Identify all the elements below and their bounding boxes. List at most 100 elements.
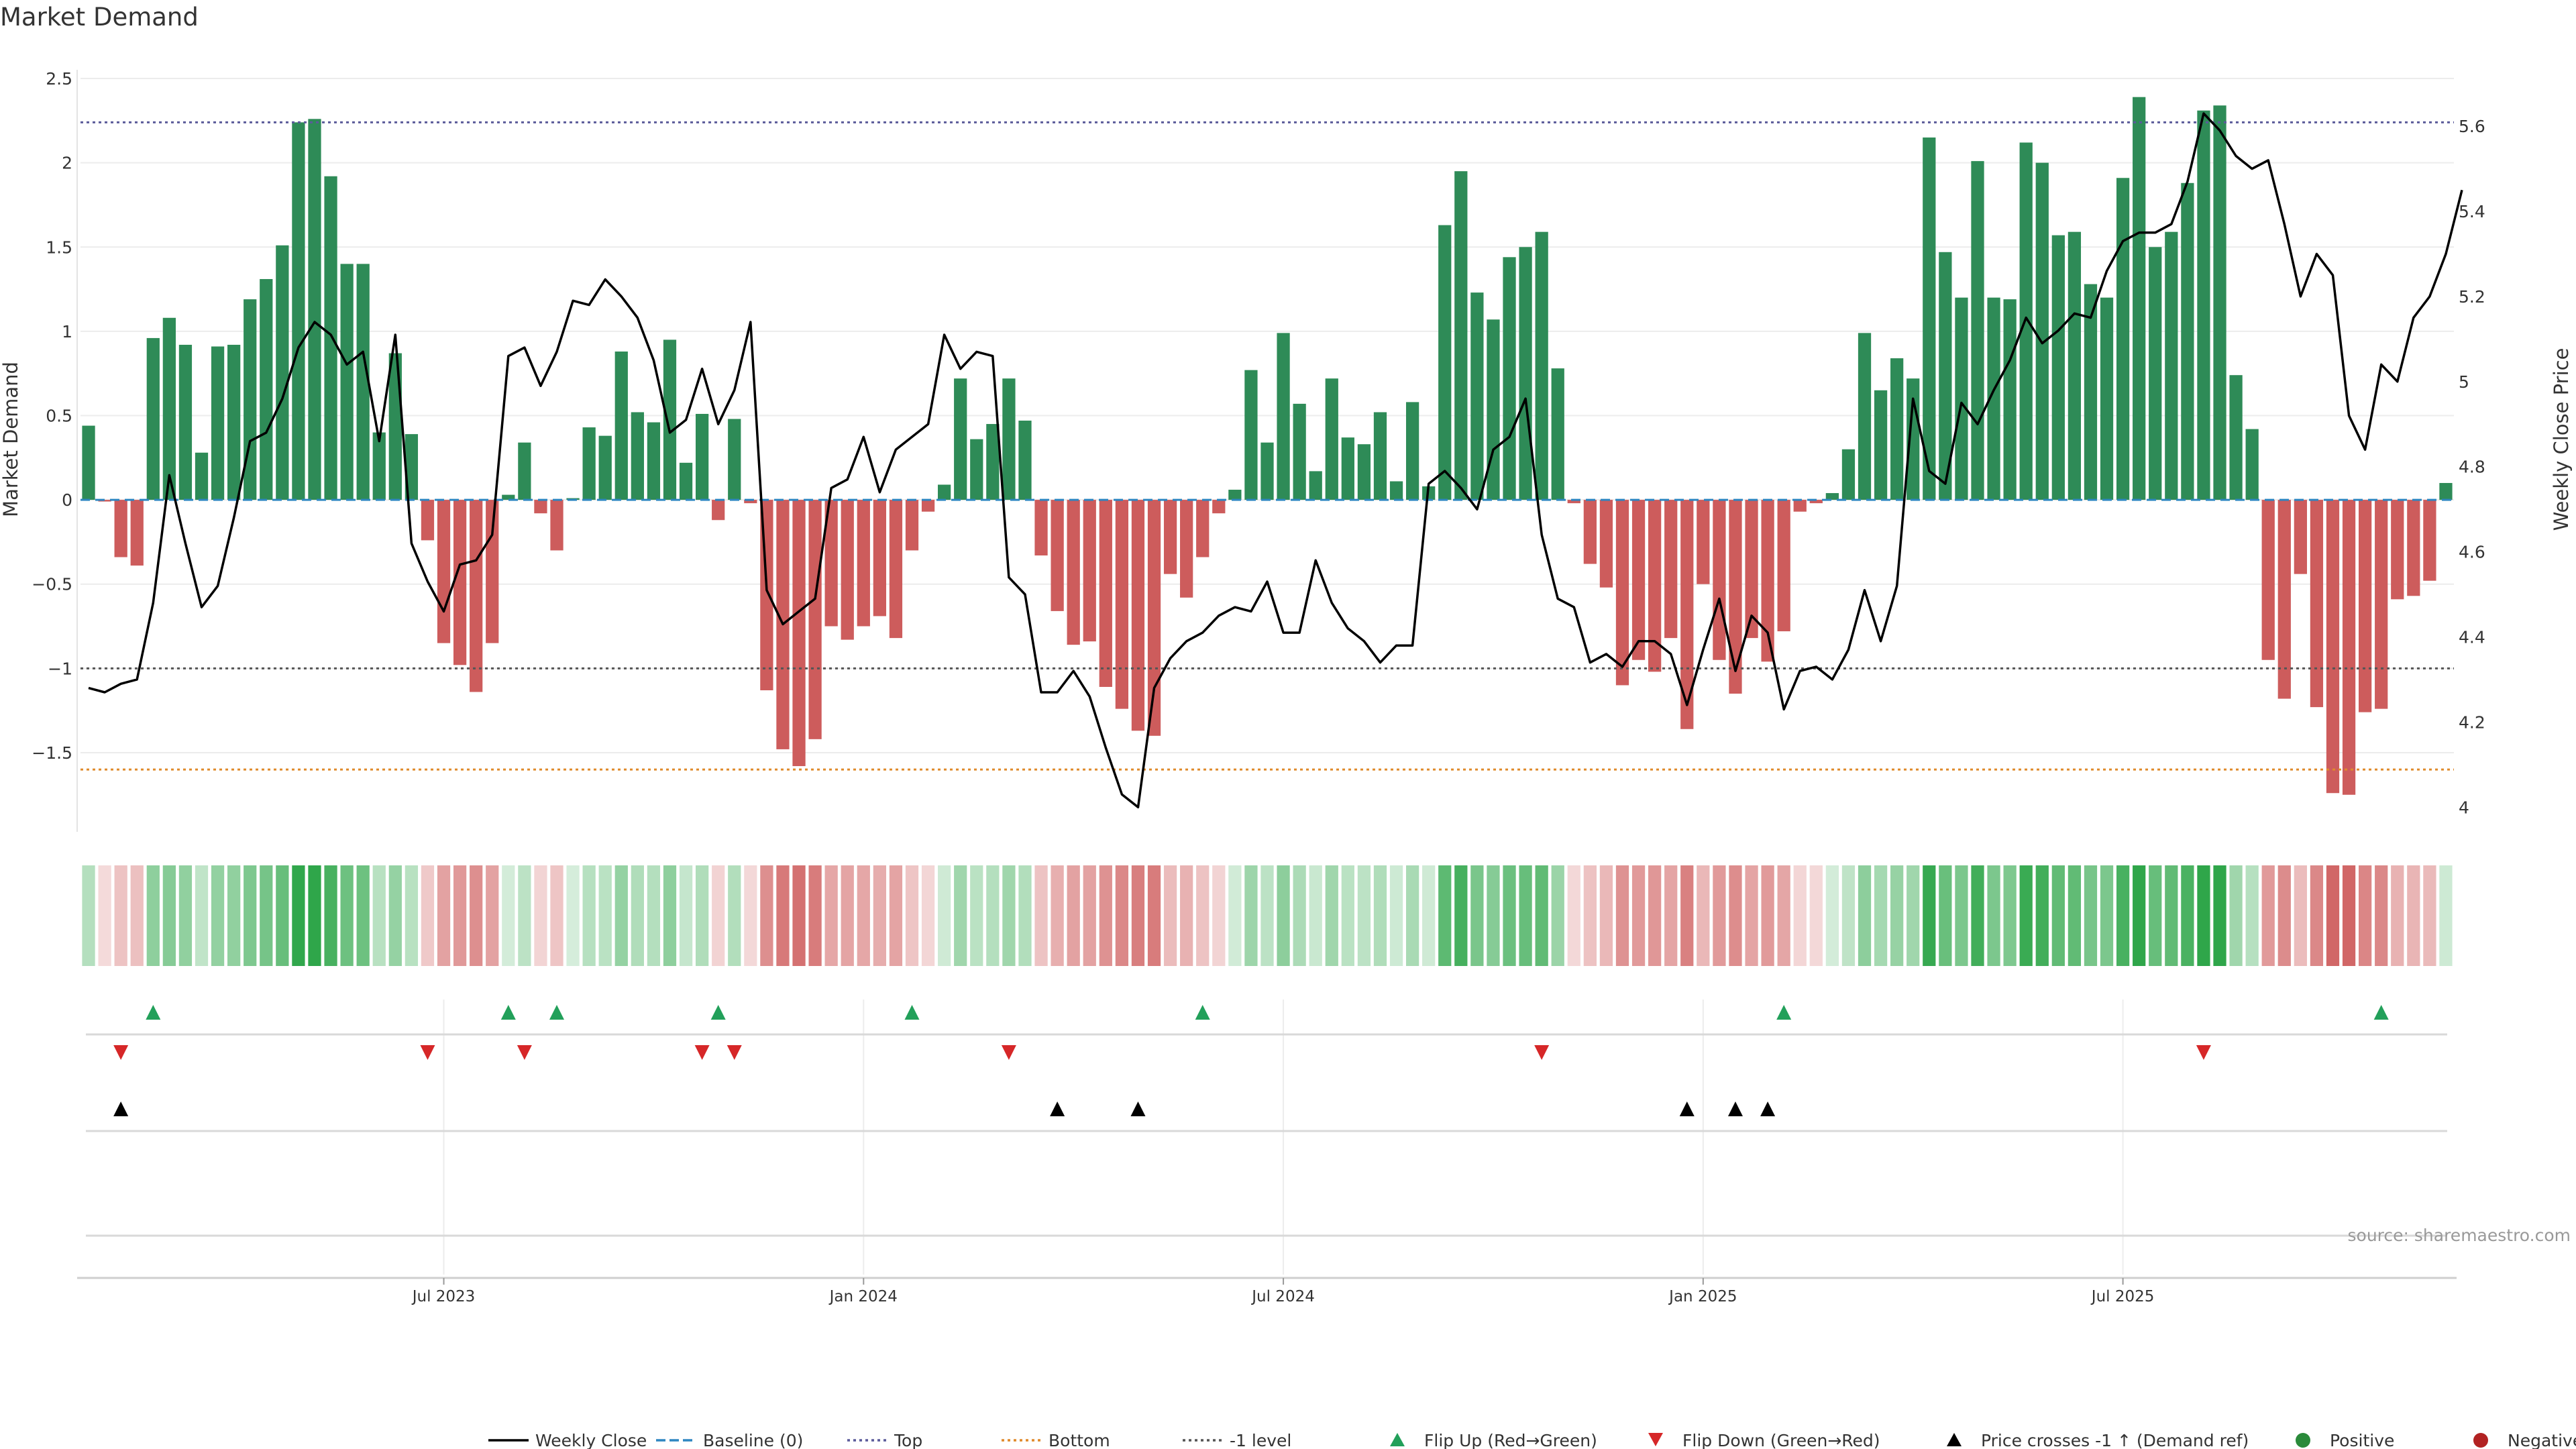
bar-positive: [388, 353, 402, 500]
bar-positive: [663, 339, 677, 500]
bar-negative: [114, 500, 127, 557]
flip-down-marker: [1534, 1045, 1550, 1060]
strip-cell-positive: [1228, 865, 1242, 966]
strip-cell-positive: [1874, 865, 1888, 966]
strip-cell-negative: [1599, 865, 1613, 966]
bar-positive: [356, 264, 370, 500]
bar-negative: [1745, 500, 1758, 639]
strip-cell-negative: [2326, 865, 2340, 966]
bar-negative: [1631, 500, 1646, 660]
bar-positive: [162, 317, 176, 500]
bar-negative: [421, 500, 435, 541]
bar-negative: [2342, 500, 2356, 795]
bar-positive: [2100, 297, 2114, 500]
strip-cell-positive: [614, 865, 628, 966]
bar-positive: [2439, 482, 2453, 500]
bar-negative: [2310, 500, 2324, 708]
price-cross-marker: [1130, 1102, 1146, 1116]
strip-cell-positive: [195, 865, 209, 966]
flip-up-marker: [2373, 1005, 2389, 1020]
strip-cell-negative: [2375, 865, 2388, 966]
strip-cell-positive: [2133, 865, 2146, 966]
strip-cell-negative: [1809, 865, 1823, 966]
flip-up-marker: [1195, 1005, 1210, 1020]
strip-cell-negative: [1664, 865, 1678, 966]
bar-positive: [1535, 231, 1548, 500]
strip-cell-negative: [1163, 865, 1177, 966]
strip-cell-negative: [453, 865, 467, 966]
strip-cell-positive: [1309, 865, 1322, 966]
strip-cell-negative: [889, 865, 903, 966]
y-tick-label: 2.5: [46, 69, 72, 89]
bar-positive: [518, 442, 531, 500]
axes: 2.5 2 1.5 1 0.5 0 −0.5 −1 −1.5 5.6 5.4 5.2 5 4.8 4.6 4.…: [32, 69, 2485, 1305]
strip-cell-negative: [130, 865, 144, 966]
strip-cell-positive: [308, 865, 321, 966]
source-label: source: sharemaestro.com: [2348, 1226, 2571, 1245]
strip-cell-positive: [1487, 865, 1500, 966]
bar-positive: [1309, 471, 1322, 500]
bar-negative: [1196, 500, 1210, 557]
y2-tick-label: 5: [2459, 372, 2469, 392]
bar-positive: [679, 462, 693, 500]
bar-positive: [614, 352, 628, 500]
strip-cell-positive: [260, 865, 273, 966]
strip-cell-positive: [2213, 865, 2226, 966]
flip-up-marker: [904, 1005, 920, 1020]
strip-cell-negative: [2358, 865, 2372, 966]
bar-positive: [502, 494, 515, 500]
strip-cell-positive: [502, 865, 515, 966]
bar-positive: [1519, 247, 1532, 500]
strip-cell-negative: [1196, 865, 1210, 966]
strip-cell-positive: [647, 865, 661, 966]
strip-cell-positive: [2003, 865, 2017, 966]
bar-negative: [1664, 500, 1678, 639]
strip-cell-negative: [534, 865, 547, 966]
price-cross-marker: [1679, 1102, 1695, 1116]
bar-positive: [2116, 178, 2130, 500]
bar-negative: [1648, 500, 1662, 672]
strip-cell-negative: [808, 865, 822, 966]
y-tick-label: −0.5: [32, 575, 72, 594]
flip-down-marker: [727, 1045, 742, 1060]
strip-cell-negative: [712, 865, 725, 966]
strip-panel-grid: [86, 1000, 2447, 1275]
bar-positive: [1244, 370, 1258, 500]
strip-cell-positive: [954, 865, 967, 966]
bar-positive: [292, 122, 305, 500]
bar-positive: [1955, 297, 1968, 500]
bar-negative: [1212, 500, 1226, 514]
bar-positive: [1890, 358, 1904, 500]
strip-cell-positive: [388, 865, 402, 966]
y2-tick-label: 4.2: [2459, 712, 2485, 732]
strip-cell-positive: [679, 865, 693, 966]
y2-tick-label: 5.6: [2459, 117, 2485, 136]
strip-cell-negative: [1615, 865, 1629, 966]
bar-positive: [2245, 429, 2259, 500]
demand-heat-strip: [82, 865, 2453, 966]
bar-positive: [2019, 142, 2033, 500]
y2-tick-label: 4: [2459, 798, 2469, 817]
strip-cell-negative: [1777, 865, 1790, 966]
bar-negative: [486, 500, 499, 643]
flip-down-marker: [2196, 1045, 2211, 1060]
x-tick-label: Jan 2024: [828, 1288, 898, 1305]
bar-negative: [2407, 500, 2420, 596]
strip-cell-positive: [598, 865, 612, 966]
bar-positive: [340, 264, 354, 500]
legend-label-positive: Positive: [2330, 1431, 2394, 1449]
bar-negative: [1680, 500, 1694, 729]
strip-cell-positive: [518, 865, 531, 966]
strip-cell-positive: [2051, 865, 2065, 966]
bar-negative: [744, 500, 757, 504]
strip-cell-negative: [470, 865, 483, 966]
strip-cell-negative: [744, 865, 757, 966]
bar-negative: [921, 500, 935, 512]
bar-positive: [1971, 161, 1984, 500]
strip-cell-negative: [1729, 865, 1742, 966]
bar-positive: [372, 432, 386, 500]
strip-cell-positive: [2100, 865, 2114, 966]
strip-cell-positive: [1470, 865, 1484, 966]
bar-negative: [1131, 500, 1145, 731]
bar-positive: [146, 337, 160, 500]
